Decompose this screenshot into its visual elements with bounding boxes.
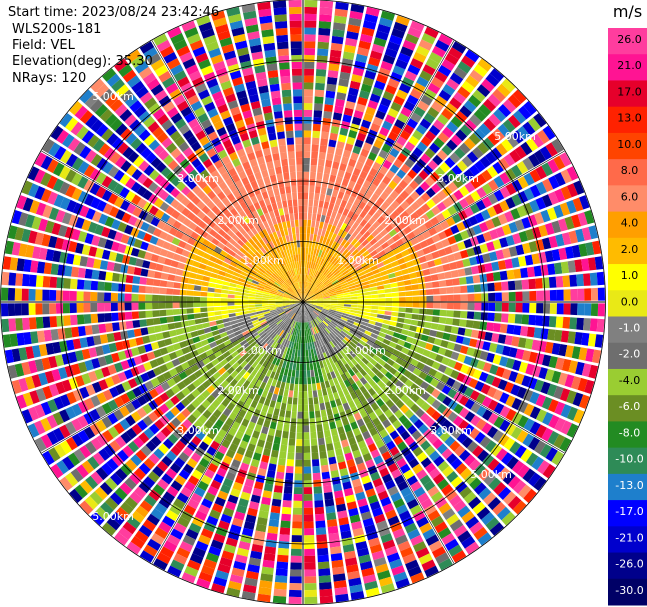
colorbar-swatch	[608, 159, 647, 186]
range-ring-label: 2.00km	[217, 214, 259, 227]
range-ring-label: 2.00km	[384, 384, 426, 397]
range-ring-label: 5.00km	[470, 468, 512, 481]
range-grid: 1.00km 1.00km 1.00km 1.00km 2.00km 2.00km 2.00…	[0, 0, 606, 605]
colorbar-tick-label: 13.0	[617, 112, 642, 125]
colorbar-swatch	[608, 395, 647, 422]
colorbar-swatch	[608, 526, 647, 554]
range-ring-label: 1.00km	[337, 254, 379, 267]
colorbar-tick-label: 2.0	[621, 243, 639, 256]
colorbar-swatch	[608, 80, 647, 108]
colorbar-tick-label: 8.0	[621, 164, 639, 177]
colorbar-swatch	[608, 578, 647, 606]
azimuth-line	[302, 150, 565, 303]
colorbar-tick-label: -17.0	[615, 505, 643, 518]
colorbar-tick-label: -4.0	[619, 374, 640, 387]
range-ring-label: 1.00km	[240, 344, 282, 357]
colorbar-swatch	[608, 132, 647, 160]
range-ring-label: 1.00km	[344, 344, 386, 357]
ppi-plot: 1.00km 1.00km 1.00km 1.00km 2.00km 2.00km 2.00…	[0, 0, 606, 605]
colorbar-tick-label: 10.0	[617, 138, 642, 151]
colorbar-tick-label: -10.0	[615, 453, 643, 466]
instrument-label: WLS200s-181	[12, 22, 102, 37]
colorbar-tick-label: -26.0	[615, 558, 643, 571]
colorbar-swatch	[608, 211, 647, 239]
azimuth-line	[41, 150, 304, 303]
colorbar-swatch	[608, 54, 647, 81]
range-ring-label: 5.00km	[92, 90, 134, 103]
colorbar-tick-label: -2.0	[619, 348, 640, 361]
colorbar-tick-label: -6.0	[619, 400, 640, 413]
range-ring-label: 3.00km	[437, 172, 479, 185]
colorbar-swatch	[608, 185, 647, 213]
colorbar-tick-label: -1.0	[619, 322, 640, 335]
colorbar-tick-label: 26.0	[617, 33, 642, 46]
colorbar-unit: m/s	[613, 2, 642, 21]
range-ring-label: 5.00km	[494, 130, 536, 143]
colorbar-swatch	[608, 342, 647, 370]
colorbar-tick-label: -8.0	[619, 426, 640, 439]
colorbar-swatch	[608, 421, 647, 449]
range-ring-label: 5.00km	[92, 510, 134, 523]
colorbar-swatch	[608, 552, 647, 580]
colorbar-tick-label: 0.0	[621, 295, 639, 308]
azimuth-line	[151, 40, 304, 303]
colorbar-swatch	[608, 473, 647, 501]
colorbar-tick-label: 6.0	[621, 190, 639, 203]
azimuth-line	[41, 301, 304, 454]
range-ring-label: 2.00km	[384, 214, 426, 227]
colorbar-tick-label: 1.0	[621, 269, 639, 282]
colorbar-swatch	[608, 500, 647, 527]
start-time-label: Start time: 2023/08/24 23:42:46	[8, 5, 220, 20]
colorbar-tick-label: -13.0	[615, 479, 643, 492]
colorbar-swatch	[608, 447, 647, 475]
colorbar-tick-label: 4.0	[621, 217, 639, 230]
azimuth-line	[302, 301, 455, 564]
colorbar-tick-label: -30.0	[615, 584, 643, 597]
field-label: Field: VEL	[12, 38, 75, 53]
range-ring-label: 3.00km	[177, 424, 219, 437]
ppi-gates	[1, 0, 605, 604]
azimuth-line	[302, 40, 455, 303]
colorbar-swatch	[608, 106, 647, 134]
nrays-label: NRays: 120	[12, 71, 87, 86]
range-ring-label: 2.00km	[217, 384, 259, 397]
range-ring-label: 3.00km	[430, 424, 472, 437]
colorbar-swatch	[608, 290, 647, 317]
colorbar-swatch	[608, 368, 647, 396]
colorbar-swatch	[608, 316, 647, 344]
azimuth-line	[302, 301, 565, 454]
colorbar-tick-label: -21.0	[615, 531, 643, 544]
colorbar-swatch	[608, 28, 647, 55]
range-ring-label: 1.00km	[242, 254, 284, 267]
colorbar-tick-label: 17.0	[617, 85, 642, 98]
range-ring-label: 3.00km	[177, 172, 219, 185]
azimuth-line	[151, 301, 304, 564]
elevation-label: Elevation(deg): 35.30	[12, 54, 153, 69]
colorbar-swatch	[608, 237, 647, 265]
range-ring	[0, 0, 606, 605]
colorbar-swatch	[608, 264, 647, 291]
colorbar-tick-label: 21.0	[617, 59, 642, 72]
